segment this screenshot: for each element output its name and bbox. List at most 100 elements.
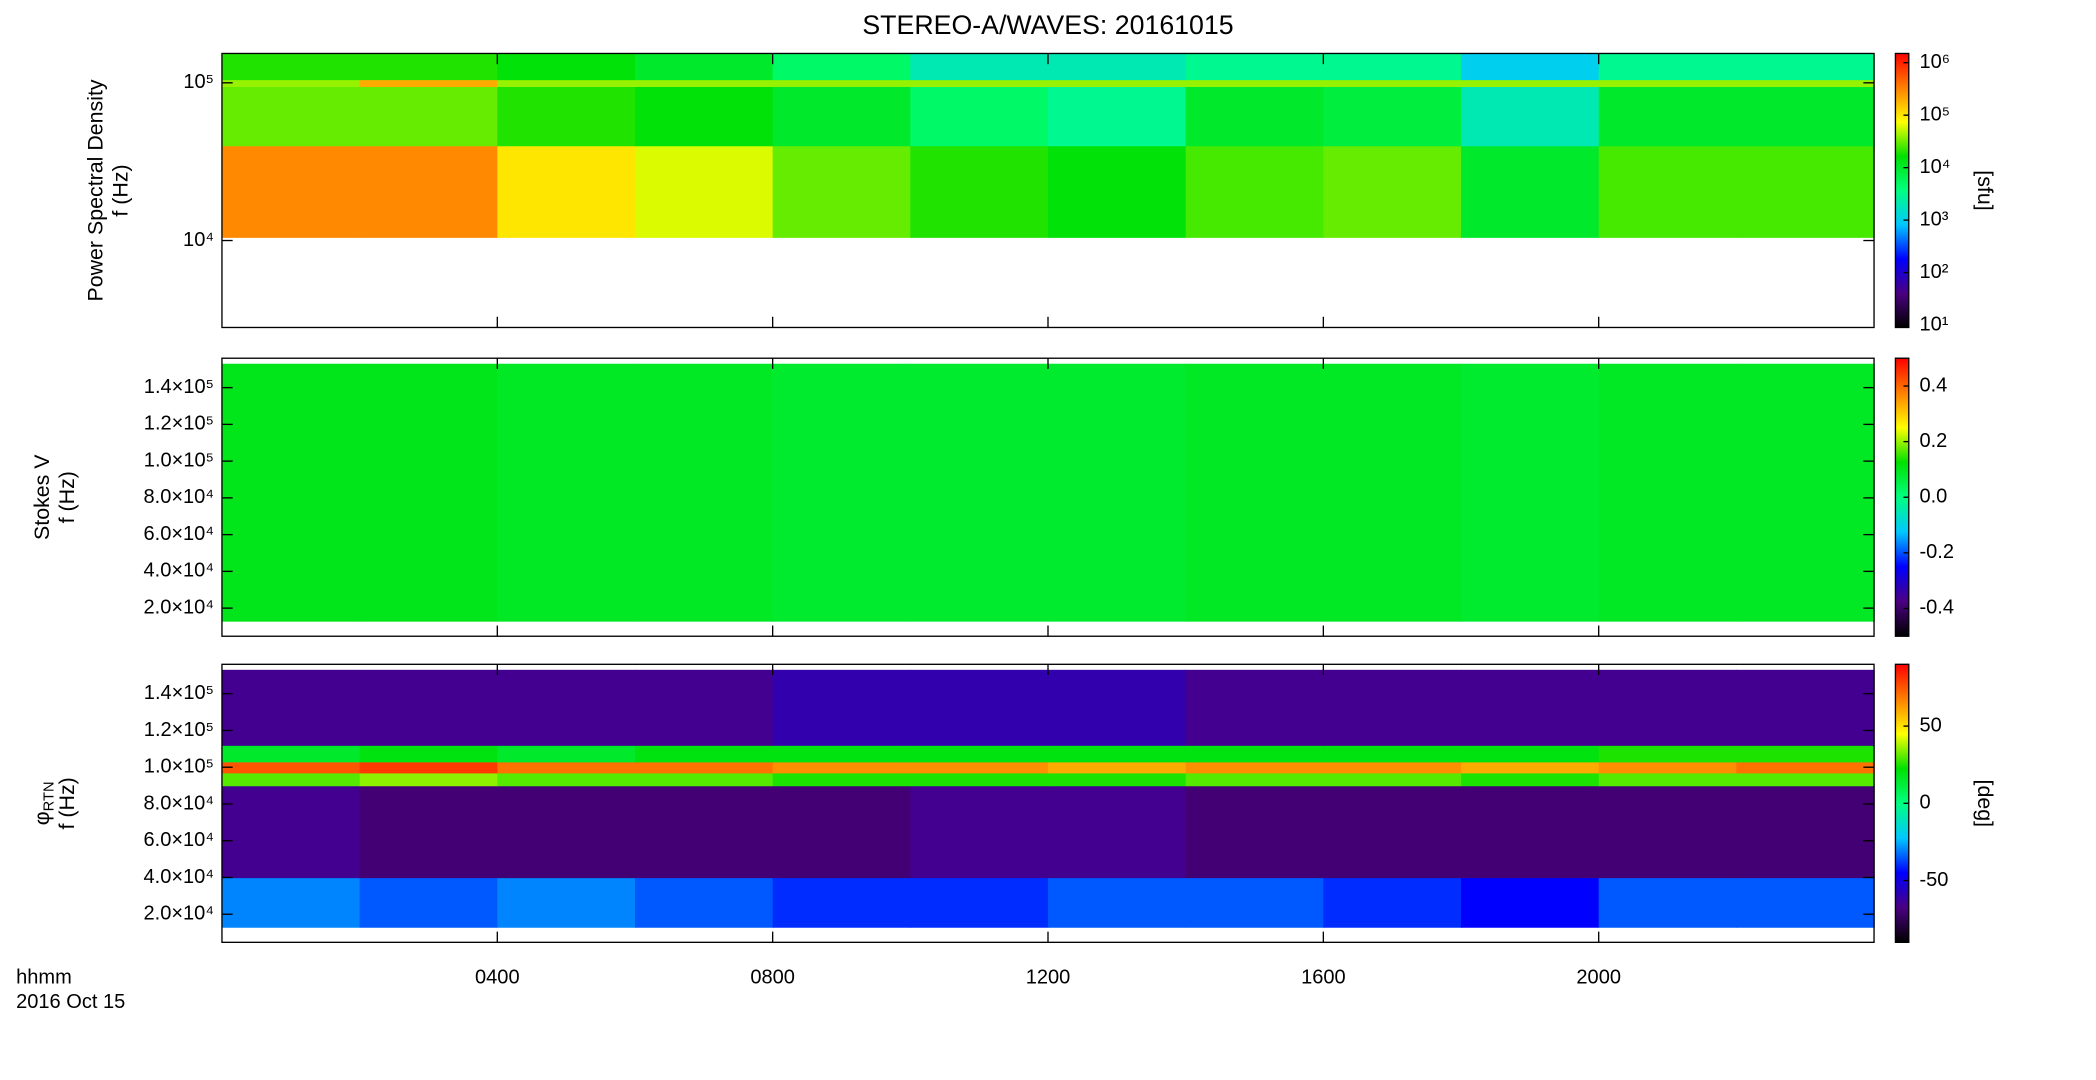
y-tick-label: 6.0×10⁴ [144, 829, 214, 851]
colorbar-tick-label: -50 [1919, 869, 1948, 891]
spectrogram-cell [1048, 772, 1187, 787]
y-tick-label: 1.4×10⁵ [144, 682, 214, 704]
colorbar-tick-label: 10¹ [1919, 313, 1948, 335]
spectrogram-cell [1736, 761, 1875, 774]
y-tick-label: 10⁵ [183, 71, 214, 93]
y-axis-label: Stokes V [29, 454, 53, 540]
spectrogram-cell [359, 669, 498, 746]
spectrogram-cell [1461, 53, 1600, 81]
y-axis-label: f (Hz) [55, 777, 79, 829]
spectrogram-cell [1185, 669, 1325, 746]
spectrogram-cell [1048, 86, 1187, 147]
y-tick-label: 1.2×10⁵ [144, 413, 214, 435]
x-axis-date: 2016 Oct 15 [16, 991, 125, 1013]
spectrogram-cell [1185, 877, 1325, 928]
spectrogram-cell [772, 761, 911, 774]
spectrogram-cell [1323, 363, 1462, 622]
spectrogram-cell [1323, 145, 1462, 238]
colorbar-tick-label: 10⁵ [1919, 103, 1950, 125]
spectrogram-cell [1048, 79, 1187, 87]
spectrogram-cell [1736, 785, 1875, 879]
spectrogram-cell [910, 86, 1049, 147]
spectrogram-cell [359, 363, 498, 622]
y-axis-label-text: f (Hz) [55, 777, 79, 829]
spectrogram-cell [1461, 772, 1600, 787]
y-tick-label: 2.0×10⁴ [144, 903, 214, 925]
spectrogram-cell [1323, 669, 1462, 746]
y-axis-label: f (Hz) [108, 164, 132, 216]
colorbar-tick-label: 0.4 [1919, 374, 1947, 396]
spectrogram-cell [1736, 669, 1875, 746]
y-tick-label: 8.0×10⁴ [144, 486, 214, 508]
colorbar-tick-label: 50 [1919, 714, 1941, 736]
spectrogram-cell [1048, 145, 1187, 238]
spectrogram-cell [772, 79, 911, 87]
spectrogram-cell [1185, 745, 1325, 763]
spectrogram-cell [1185, 145, 1325, 238]
spectrogram-cell [910, 145, 1049, 238]
spectrogram-cell [1461, 79, 1600, 87]
colorbar-tick-label: 10⁶ [1919, 51, 1950, 73]
spectrogram-cell [910, 772, 1049, 787]
spectrogram-cell [772, 53, 911, 81]
spectrogram-cell [1323, 79, 1462, 87]
colorbar-label: [deg] [1973, 780, 1997, 828]
colorbar-label: [sfu] [1973, 170, 1997, 210]
spectrogram-cell [497, 785, 636, 879]
spectrogram-cell [1598, 745, 1738, 763]
y-tick-label: 1.0×10⁵ [144, 449, 214, 471]
spectrogram-cell [497, 745, 636, 763]
spectrogram-cell [1598, 761, 1738, 774]
y-axis-label-text: f (Hz) [108, 164, 132, 216]
spectrogram-cell [1323, 86, 1462, 147]
spectrogram-cell [359, 86, 498, 147]
spectrogram-cell [221, 79, 361, 87]
spectrogram-cell [772, 145, 911, 238]
y-axis-label-text: Power Spectral Density [83, 79, 107, 301]
y-tick-label: 1.2×10⁵ [144, 719, 214, 741]
colorbar-tick-label: 10⁴ [1919, 156, 1950, 178]
spectrogram-cell [1323, 53, 1462, 81]
spectrogram-cell [1185, 53, 1325, 81]
x-tick-label: 1600 [1301, 967, 1346, 989]
spectrogram-cell [1185, 772, 1325, 787]
colorbar-tick-label: 0.2 [1919, 430, 1947, 452]
spectrogram-cell [910, 669, 1049, 746]
colorbar-tick-label: 10³ [1919, 208, 1948, 230]
y-tick-label: 2.0×10⁴ [144, 596, 214, 618]
spectrogram-cell [634, 53, 774, 81]
colorbar [1894, 52, 1910, 329]
spectrogram-cell [1048, 363, 1187, 622]
spectrogram-cell [1048, 745, 1187, 763]
spectrogram-cell [497, 761, 636, 774]
spectrogram-cell [1598, 145, 1738, 238]
y-tick-label: 8.0×10⁴ [144, 792, 214, 814]
spectrogram-cell [634, 145, 774, 238]
spectrogram-cell [772, 745, 911, 763]
spectrogram-cell [910, 79, 1049, 87]
spectrogram-cell [1185, 79, 1325, 87]
colorbar-tick-label: 0 [1919, 792, 1930, 814]
spectrogram-cell [1323, 772, 1462, 787]
spectrogram-cell [1461, 86, 1600, 147]
spectrogram-cell [910, 53, 1049, 81]
spectrogram-cell [772, 363, 911, 622]
spectrogram-cell [497, 877, 636, 928]
spectrogram-cell [359, 785, 498, 879]
x-axis-label: hhmm [16, 967, 72, 989]
spectrogram-cell [772, 772, 911, 787]
y-tick-label: 10⁴ [183, 229, 214, 251]
spectrogram-cell [221, 145, 361, 238]
spectrogram-cell [221, 363, 361, 622]
spectrogram-cell [1598, 772, 1738, 787]
colorbar-tick-label: -0.2 [1919, 541, 1954, 563]
spectrogram-cell [497, 79, 636, 87]
spectrogram-cell [359, 761, 498, 774]
spectrogram-cell [1323, 761, 1462, 774]
spectrogram-cell [497, 772, 636, 787]
y-axis-label-text: φ [29, 811, 53, 825]
spectrogram-cell [634, 86, 774, 147]
spectrogram-cell [497, 145, 636, 238]
spectrogram-cell [1185, 363, 1325, 622]
